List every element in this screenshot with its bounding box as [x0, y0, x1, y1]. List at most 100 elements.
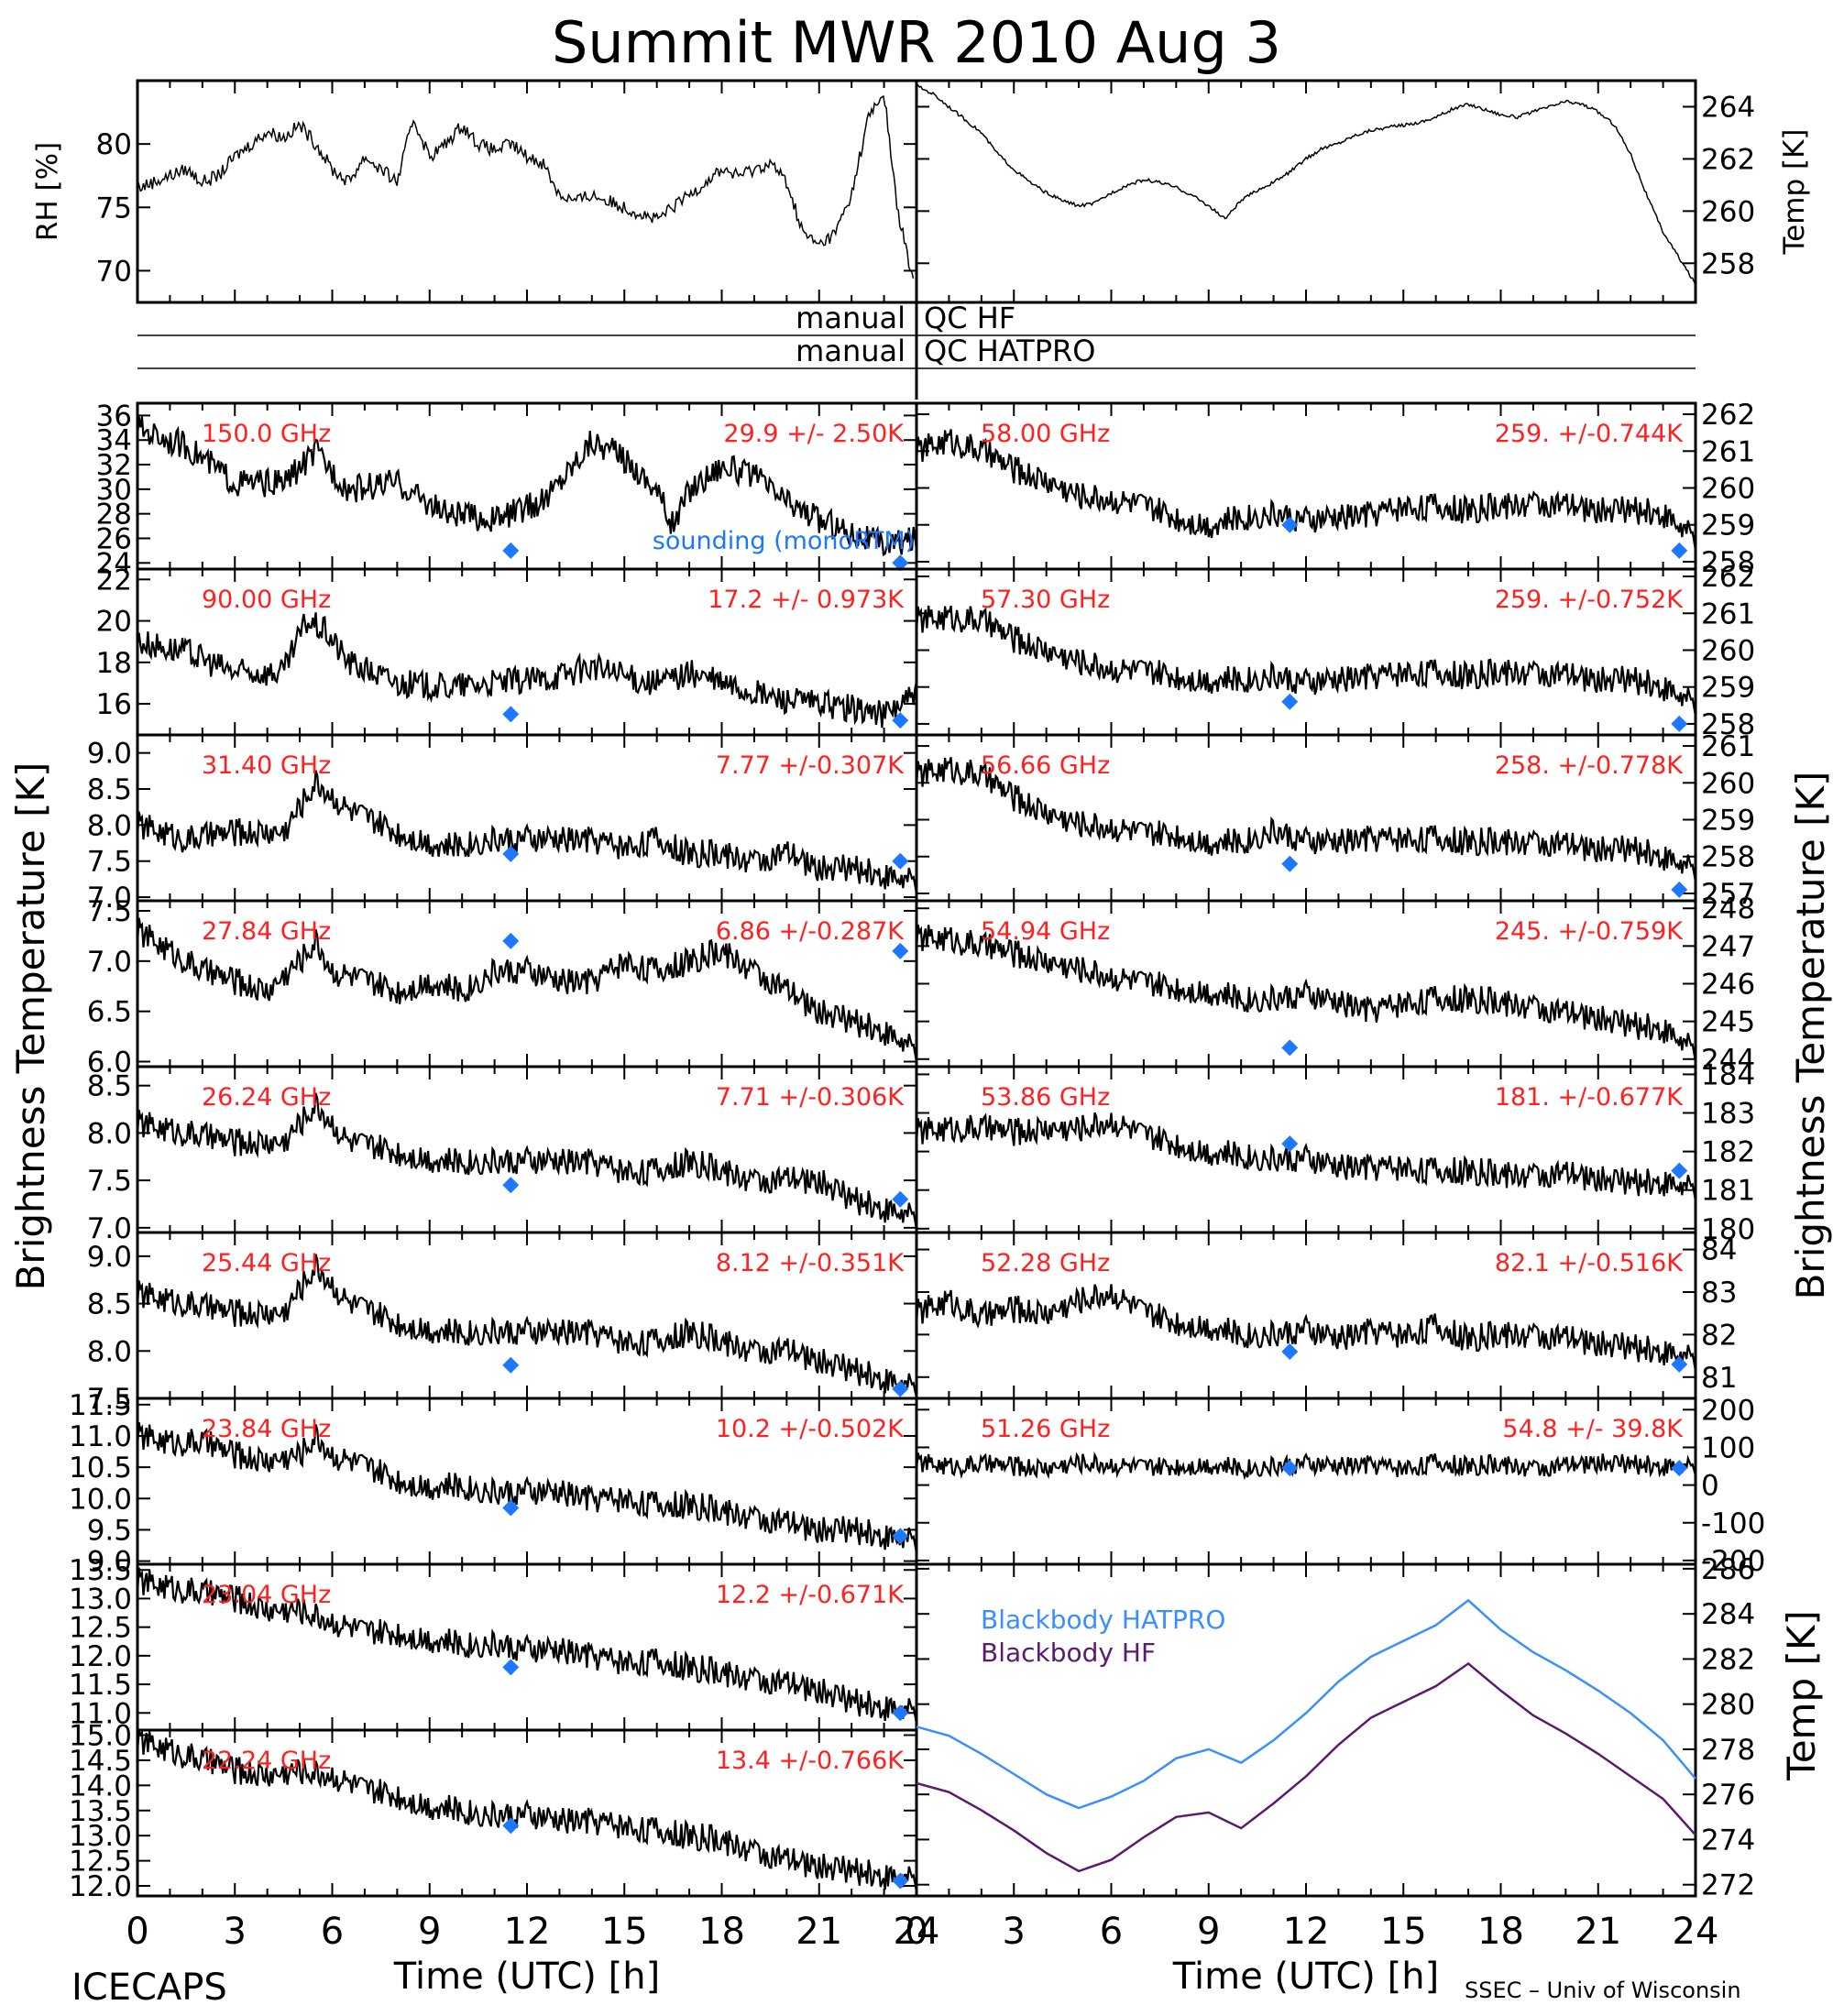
series-line: [915, 1451, 1697, 1481]
sounding-marker: [1281, 516, 1299, 533]
y-tick-label: 245: [1701, 1006, 1755, 1039]
y-tick-label: 18: [96, 647, 132, 680]
stats-label: 29.9 +/- 2.50K: [723, 420, 905, 448]
right-x-axis-label: Time (UTC) [h]: [1172, 1956, 1439, 1998]
frequency-label: 27.84 GHz: [202, 917, 331, 946]
y-tick-label: 7.5: [87, 895, 132, 928]
sounding-marker: [1281, 693, 1299, 710]
sounding-marker: [502, 1817, 520, 1835]
y-tick-label: 261: [1701, 435, 1755, 468]
sounding-marker: [502, 845, 520, 862]
y-tick-label: 20: [96, 606, 132, 639]
y-tick-label: 183: [1701, 1098, 1755, 1131]
y-tick-label: 259: [1701, 672, 1755, 705]
y-tick-label: 258: [1701, 546, 1755, 579]
y-tick-label: 8.5: [87, 1288, 132, 1321]
y-tick-label: 7.0: [87, 882, 132, 915]
x-tick-label: 24: [1673, 1911, 1719, 1953]
series-line: [916, 83, 1696, 287]
panel-blackbody: 272 274 276 278 280 282 284 286 Blackbody HATPRO…: [915, 1553, 1755, 1902]
y-tick-label: 100: [1701, 1431, 1755, 1464]
x-tick-label: 15: [1380, 1911, 1427, 1953]
y-tick-label: 258: [1701, 247, 1755, 280]
sounding-marker: [1671, 1355, 1688, 1373]
y-tick-label: 11.0: [69, 1697, 132, 1730]
x-tick-label: 12: [504, 1911, 551, 1953]
panel-c3140: 7.07.5 8.08.59.0 31.40 GHz 7.77 +/-0.307K: [87, 733, 918, 915]
y-tick-label: 8.5: [87, 1070, 132, 1103]
y-tick-label: -100: [1701, 1507, 1765, 1540]
y-tick-label: 262: [1701, 561, 1755, 594]
x-tick-label: 9: [1197, 1911, 1220, 1953]
footer-ssec: SSEC – Univ of Wisconsin: [1465, 1978, 1741, 2003]
series-line: [136, 1421, 918, 1554]
y-tick-label: 244: [1701, 1044, 1755, 1077]
frequency-label: 22.24 GHz: [202, 1747, 331, 1775]
sounding-marker: [502, 1659, 520, 1676]
panel-c2224: 12.012.513.013.514.014.515.0 22.24 GHz 13.…: [69, 1719, 918, 1903]
stats-label: 259. +/-0.744K: [1495, 420, 1684, 448]
stats-label: 8.12 +/-0.351K: [716, 1249, 905, 1277]
stats-label: 10.2 +/-0.502K: [716, 1415, 905, 1443]
series-line: [137, 94, 915, 279]
panel-c5126: -200 -100 0 100 200 51.26 GHz 54.8 +/- 39.8K: [915, 1394, 1765, 1578]
x-tick-label: 18: [698, 1911, 745, 1953]
frequency-label: 57.30 GHz: [981, 586, 1110, 614]
x-tick-label: 21: [796, 1911, 842, 1953]
frequency-label: 31.40 GHz: [202, 751, 331, 780]
y-tick-label: 82: [1701, 1319, 1737, 1352]
series-line: [916, 1598, 1696, 1810]
stats-label: 54.8 +/- 39.8K: [1502, 1415, 1684, 1443]
panel-temp: 258 260 262 264 Temp [K]: [915, 79, 1811, 304]
y-tick-label: 284: [1701, 1598, 1755, 1631]
x-tick-label: 6: [321, 1911, 344, 1953]
y-tick-label: 11.5: [69, 1669, 132, 1702]
series-line: [136, 1254, 918, 1398]
sounding-marker: [1671, 1162, 1688, 1179]
y-tick-label: 258: [1701, 708, 1755, 741]
y-tick-label: 9.0: [87, 738, 132, 771]
y-tick-label: 36: [96, 400, 132, 433]
y-tick-label: 80: [96, 128, 132, 161]
sounding-marker: [892, 852, 909, 870]
y-tick-label: 10.0: [69, 1483, 132, 1516]
frequency-label: 150.0 GHz: [202, 420, 331, 448]
right-y-axis-label: Brightness Temperature [K]: [1788, 772, 1833, 1300]
panel-frame: [915, 79, 1697, 304]
panel-c90: 16 18 20 22 90.00 GHz 17.2 +/- 0.973K: [96, 564, 918, 737]
x-tick-label: 24: [894, 1911, 940, 1953]
frequency-label: 25.44 GHz: [202, 1249, 331, 1277]
y-tick-label: 262: [1701, 143, 1755, 176]
panel-c5494: 244 245 246 247 248 54.94 GHz 245. +/-0.759K: [915, 893, 1755, 1077]
frequency-label: 54.94 GHz: [981, 917, 1110, 946]
sounding-marker: [1671, 715, 1688, 732]
x-tick-label: 3: [1003, 1911, 1026, 1953]
y-tick-label: 182: [1701, 1136, 1755, 1169]
y-tick-label: 8.5: [87, 773, 132, 806]
qc-hf-left-label: manual: [796, 301, 906, 335]
y-tick-label: 261: [1701, 597, 1755, 630]
y-tick-label: 260: [1701, 195, 1755, 228]
y-tick-label: 13.5: [69, 1554, 132, 1587]
panel-c2624: 7.0 7.5 8.0 8.5 26.24 GHz 7.71 +/-0.306K: [87, 1065, 918, 1245]
x-tick-label: 21: [1575, 1911, 1621, 1953]
sounding-marker: [892, 1528, 909, 1545]
y-tick-label: 7.5: [87, 846, 132, 879]
x-tick-label: 0: [126, 1911, 148, 1953]
y-tick-label: 260: [1701, 767, 1755, 800]
series-line: [916, 1661, 1696, 1873]
sounding-marker: [1281, 1135, 1299, 1153]
y-tick-label: 8.0: [87, 1335, 132, 1368]
qc-hatpro-right-label: QC HATPRO: [924, 334, 1095, 368]
stats-label: 245. +/-0.759K: [1495, 917, 1684, 946]
y-tick-label: 12.5: [69, 1846, 132, 1879]
x-tick-label: 15: [601, 1911, 648, 1953]
y-tick-label: 6.0: [87, 1046, 132, 1079]
qc-hf-right-label: QC HF: [924, 301, 1015, 335]
series-line: [915, 605, 1697, 717]
y-tick-label: 14.0: [69, 1769, 132, 1802]
x-tick-label: 3: [224, 1911, 247, 1953]
sounding-annotation: sounding (monoRTM): [653, 527, 915, 555]
sounding-marker: [892, 712, 909, 729]
legend-hatpro: Blackbody HATPRO: [981, 1605, 1225, 1635]
